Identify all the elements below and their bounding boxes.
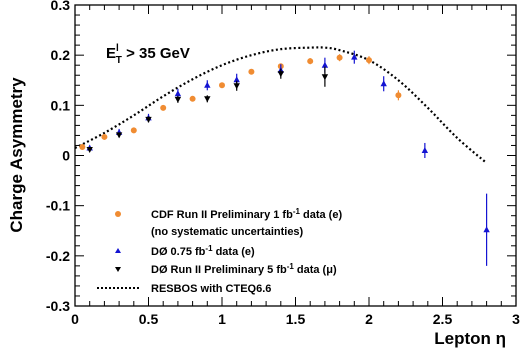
y-tick-label: 0.3 <box>51 0 71 13</box>
legend-marker-d0-electron <box>115 248 121 253</box>
x-tick-label: 3 <box>512 311 520 327</box>
legend: CDF Run II Preliminary 1 fb-1 data (e) (… <box>97 207 342 295</box>
legend-label-cdf-line2: (no systematic uncertainties) <box>151 226 304 238</box>
x-tick-label: 2 <box>365 311 373 327</box>
data-point-d0-muon <box>204 96 211 103</box>
legend-label-resbos: RESBOS with CTEQ6.6 <box>151 283 271 295</box>
y-axis-title: Charge Asymmetry <box>7 77 26 233</box>
data-point-cdf <box>248 68 255 75</box>
data-point-cdf <box>307 58 314 65</box>
data-point-d0-muon <box>174 96 182 103</box>
data-point-cdf <box>336 54 343 61</box>
data-point-cdf <box>79 143 86 150</box>
data-point-d0-muon <box>321 74 329 81</box>
y-tick-label: -0.2 <box>46 248 70 264</box>
data-point-d0-electron <box>321 61 329 68</box>
data-point-d0-muon <box>277 71 284 78</box>
x-tick-label: 1 <box>218 311 226 327</box>
x-tick-label: 1.5 <box>286 311 306 327</box>
data-point-cdf <box>219 82 225 89</box>
data-point-d0-electron <box>233 76 240 83</box>
data-point-cdf <box>395 92 402 99</box>
data-point-d0-muon <box>233 83 240 90</box>
x-axis-title: Lepton η <box>434 329 506 348</box>
x-tick-label: 2.5 <box>433 311 453 327</box>
y-tick-label: -0.3 <box>46 298 70 314</box>
y-tick-label: 0.1 <box>51 97 71 113</box>
legend-label-cdf: CDF Run II Preliminary 1 fb-1 data (e) <box>151 207 342 221</box>
legend-marker-cdf <box>115 211 121 217</box>
data-points-layer <box>79 50 490 266</box>
legend-marker-d0-muon <box>115 267 121 272</box>
data-point-cdf <box>366 57 372 64</box>
data-point-cdf <box>160 104 167 111</box>
data-point-d0-electron <box>174 90 182 97</box>
x-tick-label: 0.5 <box>139 311 159 327</box>
legend-label-d0-muon: DØ Run II Preliminary 5 fb-1 data (μ) <box>151 262 337 276</box>
data-point-cdf <box>189 95 196 102</box>
data-point-d0-muon <box>145 116 152 123</box>
x-tick-label: 0 <box>71 311 79 327</box>
data-point-d0-muon <box>86 146 93 153</box>
data-point-cdf <box>130 127 137 134</box>
y-tick-label: -0.1 <box>46 198 70 214</box>
data-point-cdf <box>101 133 108 140</box>
y-tick-label: 0 <box>62 148 70 164</box>
data-point-d0-electron <box>483 226 490 233</box>
data-point-d0-muon <box>115 132 123 139</box>
data-point-d0-electron <box>351 53 358 60</box>
data-point-d0-electron <box>380 80 387 87</box>
data-point-d0-electron <box>421 146 429 153</box>
axis-ticks: 0 0.5 1 1.5 2 2.5 3 -0.3 -0.2 -0.1 0 0.1 0.2 0.3 <box>46 0 520 327</box>
legend-label-d0-electron: DØ 0.75 fb-1 data (e) <box>151 244 255 258</box>
data-point-d0-electron <box>204 81 211 88</box>
y-tick-label: 0.2 <box>51 47 71 63</box>
cut-annotation: El T > 35 GeV <box>106 43 190 66</box>
